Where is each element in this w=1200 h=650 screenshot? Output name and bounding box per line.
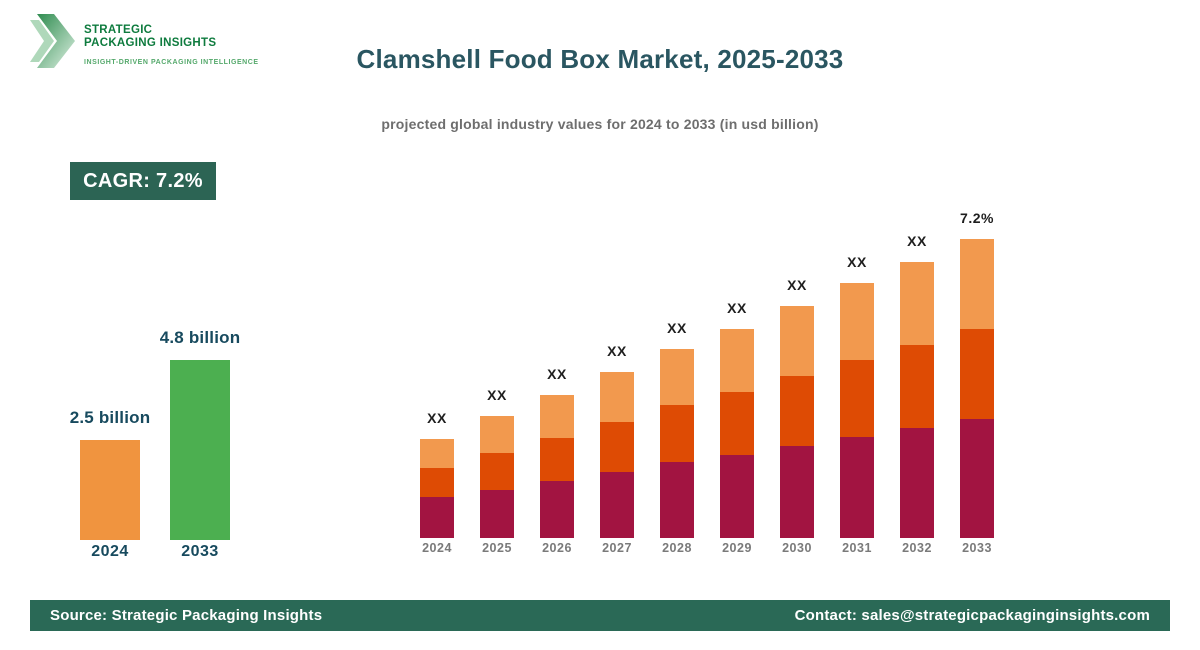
cagr-badge: CAGR: 7.2% [70, 162, 216, 200]
bar-segment-top-segment [480, 416, 514, 453]
footer-source: Source: Strategic Packaging Insights [50, 607, 323, 624]
footer-bar: Source: Strategic Packaging Insights Con… [30, 600, 1170, 631]
bar-segment-middle-segment [540, 438, 574, 481]
x-axis-label: 2024 [422, 541, 452, 555]
logo-line-2: PACKAGING INSIGHTS [84, 37, 217, 50]
growth-summary-chart: 2.5 billion 2024 4.8 billion 2033 [50, 300, 280, 565]
x-axis-label: 2026 [542, 541, 572, 555]
bar-value-label: XX [727, 300, 747, 316]
growth-bar-value-label: 2.5 billion [69, 408, 151, 427]
bar-segment-top-segment [420, 439, 454, 468]
logo-text: STRATEGIC PACKAGING INSIGHTS INSIGHT-DRI… [84, 14, 259, 66]
bar-segment-middle-segment [420, 468, 454, 497]
growth-bar [80, 440, 140, 540]
x-axis-label: 2032 [902, 541, 932, 555]
bar-value-label: XX [547, 366, 567, 382]
bar-segment-middle-segment [720, 392, 754, 455]
bar-segment-top-segment [840, 283, 874, 360]
bar-segment-top-segment [720, 329, 754, 392]
x-axis-label: 2033 [962, 541, 992, 555]
logo-tagline: INSIGHT-DRIVEN PACKAGING INTELLIGENCE [84, 59, 259, 67]
bar-segment-top-segment [660, 349, 694, 405]
bar-segment-bottom-segment [960, 419, 994, 538]
bar-segment-bottom-segment [480, 490, 514, 538]
bar-segment-bottom-segment [540, 481, 574, 538]
bar-segment-top-segment [960, 239, 994, 329]
bar-segment-top-segment [780, 306, 814, 376]
x-axis-label: 2025 [482, 541, 512, 555]
x-axis-label: 2028 [662, 541, 692, 555]
bar-value-label: XX [427, 410, 447, 426]
page-title: Clamshell Food Box Market, 2025-2033 [356, 44, 844, 74]
bar-value-label: XX [847, 254, 867, 270]
stacked-bar-chart: XX 2024 XX 2025 XX 2026 XX 2027 XX 2028 XX 2029 XX 20… [410, 200, 1010, 565]
bar-value-label: XX [487, 387, 507, 403]
bar-segment-bottom-segment [600, 472, 634, 538]
bar-segment-middle-segment [480, 453, 514, 490]
bar-segment-middle-segment [960, 329, 994, 419]
bar-segment-bottom-segment [900, 428, 934, 538]
bar-segment-top-segment [540, 395, 574, 438]
bar-value-label: 7.2% [960, 210, 994, 226]
growth-bar [170, 360, 230, 540]
growth-x-axis-label: 2024 [91, 543, 129, 560]
logo-line-1: STRATEGIC [84, 24, 153, 36]
logo: STRATEGIC PACKAGING INSIGHTS INSIGHT-DRI… [30, 14, 259, 73]
bar-segment-bottom-segment [780, 446, 814, 538]
bar-segment-top-segment [900, 262, 934, 345]
bar-segment-middle-segment [780, 376, 814, 446]
bar-segment-bottom-segment [420, 497, 454, 538]
x-axis-label: 2029 [722, 541, 752, 555]
bar-value-label: XX [787, 277, 807, 293]
page-subtitle: projected global industry values for 202… [381, 116, 819, 132]
bar-segment-bottom-segment [720, 455, 754, 538]
bar-segment-middle-segment [840, 360, 874, 437]
logo-chevron-icon [30, 14, 76, 73]
bar-segment-middle-segment [600, 422, 634, 472]
x-axis-label: 2030 [782, 541, 812, 555]
bar-value-label: XX [907, 233, 927, 249]
growth-x-axis-label: 2033 [181, 543, 219, 560]
x-axis-label: 2027 [602, 541, 632, 555]
bar-segment-bottom-segment [840, 437, 874, 538]
footer-contact: Contact: sales@strategicpackaginginsight… [794, 607, 1150, 624]
bar-segment-bottom-segment [660, 462, 694, 538]
bar-segment-top-segment [600, 372, 634, 422]
x-axis-label: 2031 [842, 541, 872, 555]
bar-segment-middle-segment [900, 345, 934, 428]
bar-segment-middle-segment [660, 405, 694, 462]
growth-bar-value-label: 4.8 billion [159, 328, 241, 347]
bar-value-label: XX [607, 343, 627, 359]
bar-value-label: XX [667, 320, 687, 336]
